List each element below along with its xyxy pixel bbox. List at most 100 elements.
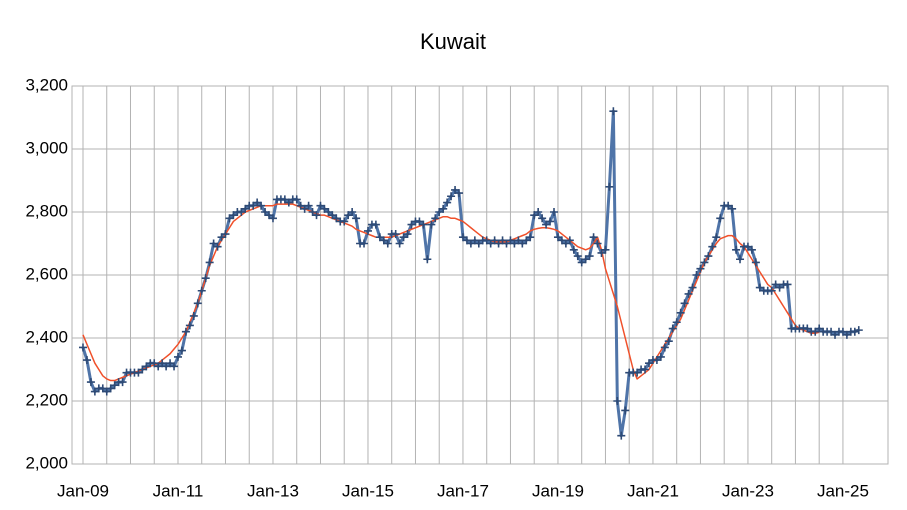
point-marker bbox=[700, 258, 709, 267]
point-marker bbox=[593, 239, 602, 248]
x-tick-label: Jan-17 bbox=[437, 481, 489, 500]
point-marker bbox=[177, 346, 186, 355]
point-marker bbox=[736, 255, 745, 264]
point-marker bbox=[197, 286, 206, 295]
y-tick-label: 2,400 bbox=[25, 327, 68, 346]
point-marker bbox=[601, 245, 610, 254]
point-marker bbox=[363, 226, 372, 235]
point-marker bbox=[455, 189, 464, 198]
point-marker bbox=[546, 217, 555, 226]
y-tick-label: 2,800 bbox=[25, 201, 68, 220]
point-marker bbox=[617, 431, 626, 440]
point-marker bbox=[268, 214, 277, 223]
point-marker bbox=[427, 220, 436, 229]
point-marker bbox=[213, 242, 222, 251]
point-marker bbox=[747, 245, 756, 254]
point-marker bbox=[79, 343, 87, 352]
plot-frame bbox=[71, 85, 889, 465]
point-marker bbox=[201, 274, 210, 283]
point-marker bbox=[383, 239, 392, 248]
x-tick-label: Jan-09 bbox=[57, 481, 109, 500]
y-tick-label: 3,200 bbox=[25, 75, 68, 94]
point-marker bbox=[185, 321, 194, 330]
point-marker bbox=[565, 236, 574, 245]
point-marker bbox=[221, 230, 230, 239]
point-marker bbox=[304, 201, 313, 210]
y-tick-label: 3,000 bbox=[25, 138, 68, 157]
point-marker bbox=[439, 204, 448, 213]
point-marker bbox=[692, 271, 701, 279]
point-marker bbox=[189, 311, 198, 320]
point-marker bbox=[664, 337, 673, 346]
point-marker bbox=[348, 208, 357, 216]
point-marker bbox=[550, 208, 559, 216]
point-marker bbox=[684, 289, 693, 298]
point-marker bbox=[676, 308, 685, 317]
point-marker bbox=[447, 192, 456, 201]
point-marker bbox=[403, 230, 412, 239]
point-marker bbox=[443, 198, 452, 207]
point-marker bbox=[660, 343, 669, 352]
point-marker bbox=[423, 255, 432, 264]
point-marker bbox=[621, 406, 630, 415]
y-tick-label: 2,200 bbox=[25, 390, 68, 409]
point-marker bbox=[641, 365, 650, 374]
point-marker bbox=[534, 208, 543, 216]
point-marker bbox=[173, 352, 182, 361]
point-marker bbox=[292, 195, 301, 204]
point-marker bbox=[193, 299, 202, 308]
point-marker bbox=[732, 245, 741, 254]
point-marker bbox=[431, 214, 440, 223]
point-marker bbox=[613, 397, 622, 405]
point-marker bbox=[538, 214, 547, 223]
point-marker bbox=[419, 220, 428, 229]
point-marker bbox=[728, 204, 737, 213]
x-tick-label: Jan-25 bbox=[817, 481, 869, 500]
x-tick-label: Jan-19 bbox=[532, 481, 584, 500]
point-marker bbox=[360, 239, 369, 248]
point-marker bbox=[704, 252, 713, 261]
point-marker bbox=[526, 233, 535, 242]
point-marker bbox=[86, 378, 95, 387]
point-marker bbox=[783, 280, 792, 289]
point-marker bbox=[181, 327, 190, 336]
x-tick-label: Jan-13 bbox=[247, 481, 299, 500]
point-marker bbox=[395, 239, 404, 248]
y-tick-label: 2,600 bbox=[25, 264, 68, 283]
x-tick-label: Jan-21 bbox=[627, 481, 679, 500]
point-marker bbox=[672, 318, 681, 327]
point-marker bbox=[605, 182, 614, 191]
point-marker bbox=[696, 264, 705, 273]
point-marker bbox=[656, 352, 665, 361]
x-tick-label: Jan-23 bbox=[722, 481, 774, 500]
x-tick-label: Jan-11 bbox=[153, 481, 204, 500]
point-marker bbox=[854, 326, 863, 335]
point-marker bbox=[205, 258, 214, 267]
point-marker bbox=[170, 362, 179, 371]
point-marker bbox=[312, 211, 321, 220]
point-marker bbox=[257, 201, 266, 210]
point-marker bbox=[716, 214, 725, 223]
point-marker bbox=[751, 258, 760, 267]
point-marker bbox=[391, 230, 400, 239]
point-marker bbox=[767, 286, 776, 295]
point-marker bbox=[118, 378, 127, 387]
chart-title: Kuwait bbox=[420, 29, 486, 54]
point-marker bbox=[352, 214, 361, 223]
point-marker bbox=[340, 217, 349, 226]
point-marker bbox=[589, 233, 598, 242]
point-marker bbox=[712, 233, 721, 242]
point-marker bbox=[688, 283, 697, 292]
point-marker bbox=[680, 299, 689, 308]
point-marker bbox=[569, 245, 578, 254]
point-marker bbox=[585, 252, 594, 261]
point-marker bbox=[609, 107, 618, 116]
point-marker bbox=[573, 252, 582, 261]
point-marker bbox=[371, 220, 380, 229]
x-tick-label: Jan-15 bbox=[342, 481, 394, 500]
point-marker bbox=[708, 242, 717, 251]
point-marker bbox=[668, 324, 677, 333]
